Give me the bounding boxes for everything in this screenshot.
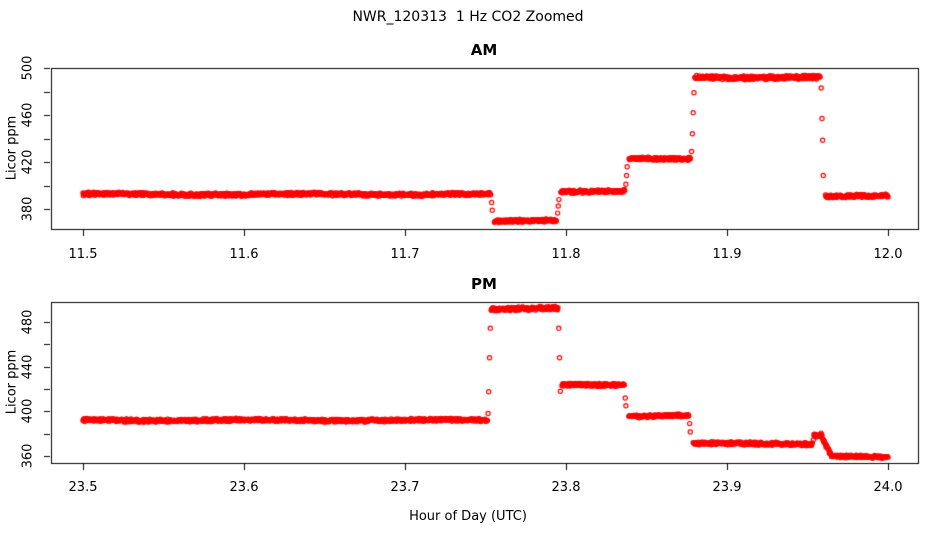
panel-title-am: AM — [470, 41, 498, 59]
x-tick-label: 12.0 — [873, 247, 903, 262]
x-tick-label: 11.8 — [551, 247, 581, 262]
x-tick-label: 11.7 — [390, 247, 420, 262]
x-tick-label: 11.6 — [229, 247, 259, 262]
x-tick-label: 23.5 — [68, 480, 98, 495]
y-axis-label-am: Licor ppm — [4, 115, 20, 181]
y-axis-label-pm: Licor ppm — [4, 349, 20, 415]
y-tick-label: 500 — [20, 55, 36, 81]
x-tick-label: 23.7 — [390, 480, 420, 495]
x-tick-label: 23.6 — [229, 480, 259, 495]
chart-title: NWR_120313 1 Hz CO2 Zoomed — [352, 9, 584, 25]
x-tick-label: 24.0 — [873, 480, 903, 495]
x-tick-label: 11.5 — [68, 247, 98, 262]
x-tick-label: 23.8 — [551, 480, 581, 495]
x-axis-label: Hour of Day (UTC) — [409, 509, 527, 524]
x-tick-label: 11.9 — [712, 247, 742, 262]
y-tick-label: 420 — [20, 149, 36, 175]
y-tick-label: 400 — [20, 398, 36, 424]
x-tick-label: 23.9 — [712, 480, 742, 495]
y-tick-label: 380 — [20, 196, 36, 222]
y-tick-label: 460 — [20, 102, 36, 128]
panel-title-pm: PM — [471, 275, 497, 293]
y-tick-label: 480 — [20, 309, 36, 335]
y-tick-label: 360 — [20, 443, 36, 469]
y-tick-label: 440 — [20, 354, 36, 380]
